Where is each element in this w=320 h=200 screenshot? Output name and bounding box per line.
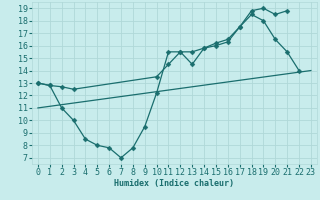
X-axis label: Humidex (Indice chaleur): Humidex (Indice chaleur) xyxy=(115,179,234,188)
